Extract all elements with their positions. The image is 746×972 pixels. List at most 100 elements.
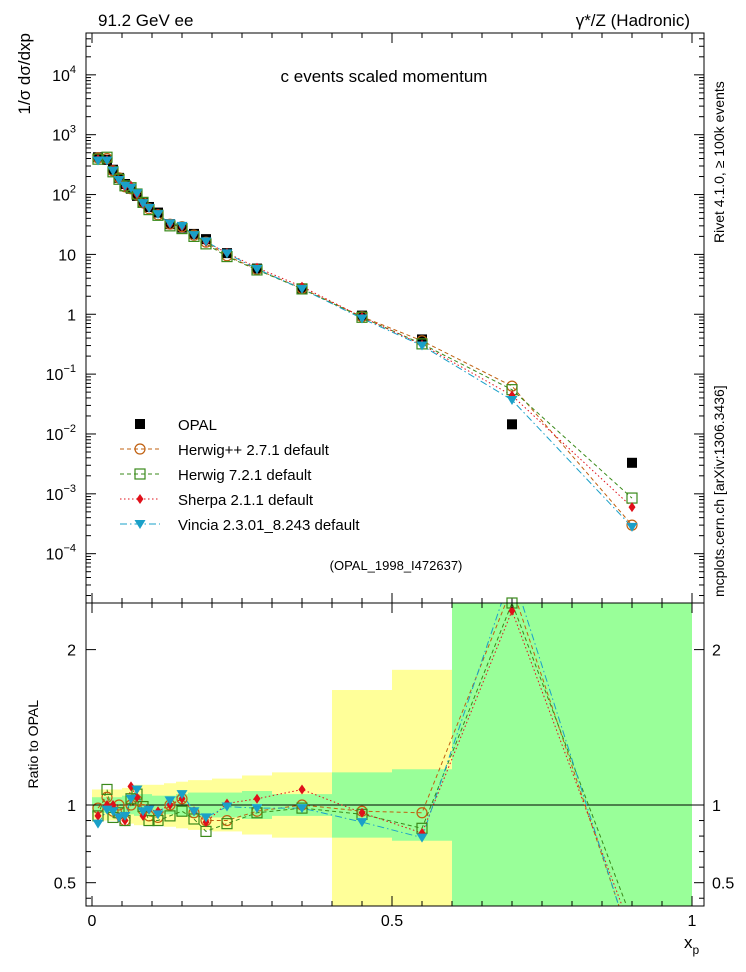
ratio-point [143, 805, 155, 815]
mc-point [626, 522, 638, 532]
ratio-point [101, 783, 113, 796]
ratio-point [164, 810, 176, 822]
ratio-point [119, 811, 131, 821]
y-tick-label: 10−1 [46, 363, 76, 384]
ratio-point [251, 804, 263, 814]
data-point [507, 419, 517, 430]
y-tick-label: 10−3 [46, 483, 76, 504]
mcplots-label: mcplots.cern.ch [arXiv:1306.3436] [711, 385, 727, 597]
ratio-point [358, 807, 366, 818]
y-tick-label: 10 [58, 247, 76, 264]
y-tick-label-base: 10 [46, 427, 64, 444]
legend-marker [134, 443, 146, 455]
y-tick-label: 104 [52, 64, 76, 85]
ratio-point [133, 792, 141, 803]
legend-label: Herwig 7.2.1 default [178, 467, 312, 484]
y-tick-label-base: 10 [52, 128, 70, 145]
y-tick-label-exp: −3 [63, 483, 76, 495]
ratio-line [97, 603, 628, 906]
mc-point [152, 210, 164, 220]
y-tick-label-base: 10 [46, 547, 64, 564]
ratio-bands [92, 603, 692, 906]
ratio-point [298, 784, 306, 795]
ratio-point [221, 818, 233, 830]
ratio-point [296, 804, 308, 814]
y-tick-label-exp: 4 [70, 64, 76, 76]
ratio-ylabel: Ratio to OPAL [25, 700, 41, 789]
ratio-y-tick-label-right: 0.5 [712, 876, 734, 893]
ratio-point [164, 796, 176, 806]
legend-marker [136, 494, 144, 504]
ratio-y-tick-label: 2 [67, 643, 76, 660]
main-points [92, 151, 638, 532]
y-tick-label-exp: 2 [70, 184, 76, 196]
ratio-point [356, 818, 368, 828]
y-tick-label-base: 10 [46, 367, 64, 384]
legend-marker [135, 419, 145, 429]
ratio-frame [85, 602, 705, 907]
y-tick-label: 10−2 [46, 423, 76, 444]
legend-marker [134, 468, 146, 480]
main-ylabel: 1/σ dσ/dxp [15, 33, 34, 114]
ratio-point [92, 819, 104, 829]
header-left: 91.2 GeV ee [98, 11, 193, 30]
mc-point [164, 219, 176, 229]
mc-point [251, 265, 263, 275]
y-tick-label-base: 10 [52, 68, 70, 85]
mc-point [101, 156, 113, 166]
legend-marker [134, 520, 146, 529]
ratio-point [125, 794, 137, 804]
ratio-point [253, 793, 261, 804]
mc-point [506, 395, 518, 405]
stat-uncertainty-band [452, 603, 692, 906]
mc-point [416, 341, 428, 351]
y-tick-label: 1 [67, 307, 76, 324]
mc-point [113, 176, 125, 186]
legend-label: OPAL [178, 417, 217, 434]
ratio-point [508, 605, 516, 616]
mc-point [296, 284, 308, 294]
data-point [627, 457, 637, 468]
y-tick-label: 10−4 [46, 543, 76, 564]
ratio-point [176, 805, 188, 817]
ratio-y-tick-label-right: 1 [712, 798, 721, 815]
mc-point [125, 183, 137, 193]
y-tick-label-base: 10 [52, 188, 70, 205]
y-tick-label-exp: 3 [70, 124, 76, 136]
legend: OPAL Herwig++ 2.7.1 default Herwig 7.2.1 d… [120, 417, 360, 534]
ratio-point [176, 790, 188, 800]
mc-point [92, 156, 104, 166]
main-title: c events scaled momentum [281, 67, 488, 86]
legend-label: Vincia 2.3.01_8.243 default [178, 517, 360, 534]
y-tick-label-base: 10 [46, 487, 64, 504]
ratio-panel: 0.5 0.5 1 1 2 2 0 0.5 1 Ratio to OPAL xp [25, 597, 734, 957]
mc-point [200, 237, 212, 247]
ratio-x-tick-label: 1 [688, 913, 697, 930]
y-tick-label: 103 [52, 124, 76, 145]
x-axis-label: xp [684, 933, 700, 957]
mc-point [221, 249, 233, 259]
ratio-point [113, 813, 125, 823]
ratio-point [188, 807, 200, 817]
ratio-point [221, 802, 233, 812]
x-axis-label-sub: p [693, 943, 700, 957]
mc-point [356, 314, 368, 324]
ratio-point [127, 781, 135, 792]
mc-point [131, 189, 143, 199]
mc-point [628, 502, 636, 513]
ratio-point [94, 810, 102, 821]
ratio-points [92, 597, 518, 843]
ratio-y-tick-label: 0.5 [54, 876, 76, 893]
ratio-x-tick-label: 0 [88, 913, 97, 930]
ratio-point [131, 785, 143, 795]
y-tick-label-exp: −1 [63, 363, 76, 375]
ratio-x-tick-label: 0.5 [381, 913, 403, 930]
ratio-point [416, 807, 428, 819]
ratio-ticks: 0.5 0.5 1 1 2 2 0 0.5 1 [54, 603, 734, 930]
ratio-point [107, 807, 119, 817]
y-tick-label-exp: −2 [63, 423, 76, 435]
ratio-point [200, 813, 212, 823]
